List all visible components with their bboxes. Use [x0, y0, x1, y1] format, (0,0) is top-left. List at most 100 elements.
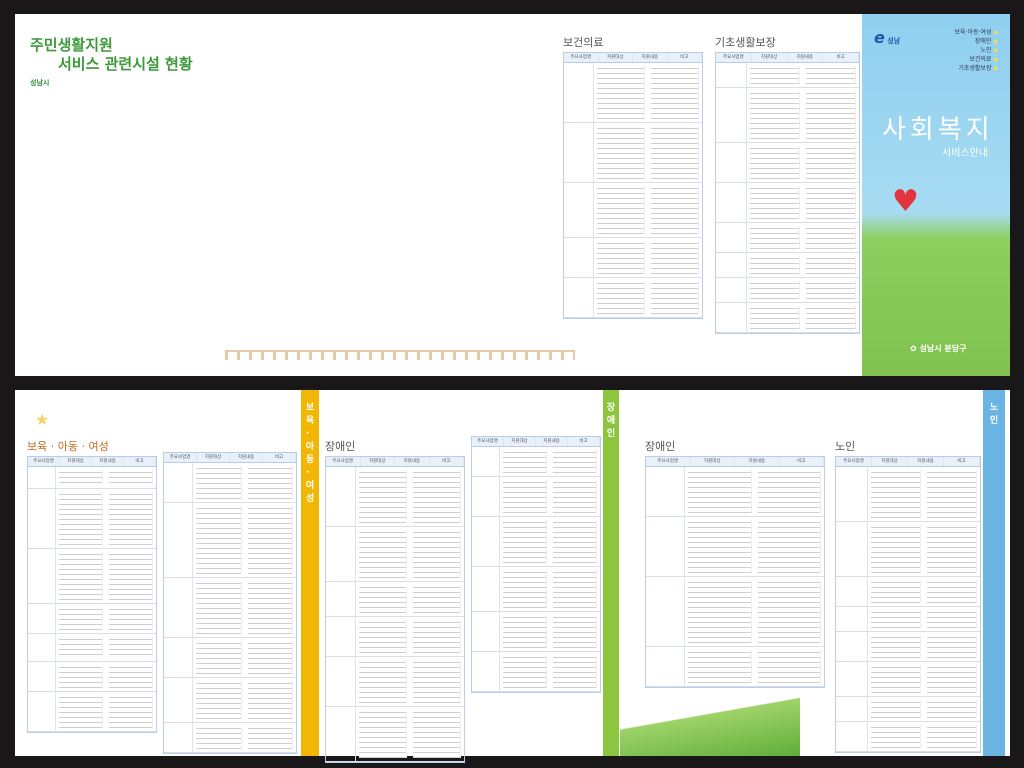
disabled-title-2: 장애인 [645, 440, 676, 453]
column-header: 주요사업명 [326, 457, 361, 466]
support-cell [553, 655, 597, 688]
column-header: 주요사업명 [472, 437, 504, 446]
eligibility-cell [688, 520, 752, 573]
support-cell [109, 470, 153, 485]
column-header: 지원내용 [536, 437, 568, 446]
eligibility-cell [359, 620, 408, 653]
program-name-cell [646, 577, 686, 646]
program-name-cell [716, 223, 748, 252]
program-name-cell [326, 527, 357, 581]
eligibility-cell [688, 650, 752, 683]
program-name-cell [164, 463, 194, 502]
column-header: 지원내용 [633, 53, 668, 62]
program-name-cell [836, 722, 868, 751]
support-cell [806, 186, 857, 219]
table-header: 주요사업명 지원대상 지원내용 비고 [716, 53, 859, 63]
section-heading: 성남시 [30, 79, 50, 87]
support-cell [806, 256, 857, 274]
column-1: 주민생활지원 서비스 관련시설 현황 성남시 [30, 36, 215, 89]
cover-menu: 보육·아동·여성 장애인 노인 보건의료 기초생활보장 [955, 28, 998, 73]
disabled-section: 장애인 주요사업명 지원대상 지원내용 비고 [325, 436, 465, 763]
benefit-table: 주요사업명 지원대상 지원내용 비고 [471, 436, 601, 693]
table-row [564, 238, 702, 278]
eligibility-cell [750, 66, 801, 84]
support-cell [806, 306, 857, 329]
star-icon: ★ [35, 410, 50, 429]
program-name-cell [716, 253, 748, 277]
program-name-cell [326, 617, 357, 656]
program-name-cell [716, 183, 748, 222]
support-cell [926, 635, 978, 658]
benefit-table: 주요사업명 지원대상 지원내용 비고 [563, 52, 703, 319]
table-row [326, 582, 464, 617]
eligibility-cell [196, 466, 242, 499]
column-header: 비고 [823, 53, 859, 62]
eligibility-cell [59, 492, 104, 545]
eligibility-cell [870, 700, 921, 718]
column-header: 지원내용 [92, 457, 124, 466]
support-cell [247, 726, 293, 749]
program-name-cell [564, 123, 595, 182]
page-title-line1: 주민생활지원 [30, 36, 113, 54]
table-row [646, 467, 824, 517]
support-cell [553, 570, 597, 608]
program-name-cell [472, 517, 501, 566]
eligibility-cell [870, 635, 921, 658]
eligibility-cell [870, 610, 921, 628]
eligibility-cell [196, 726, 242, 749]
eligibility-cell [59, 695, 104, 728]
table-row [472, 447, 600, 477]
table-row [564, 63, 702, 123]
table-row [716, 223, 859, 253]
table-header: 주요사업명 지원대상 지원내용 비고 [564, 53, 702, 63]
eligibility-cell [597, 281, 646, 314]
benefit-table: 주요사업명 지원대상 지원내용 비고 [27, 456, 157, 733]
eligibility-cell [688, 470, 752, 513]
support-cell [553, 520, 597, 563]
child-section: 보육 · 아동 · 여성 주요사업명 지원대상 지원내용 비고 [27, 436, 157, 733]
table-row [472, 652, 600, 692]
program-name-cell [472, 447, 501, 476]
column-header: 주요사업명 [646, 457, 691, 466]
table-row [836, 522, 980, 577]
table-row [836, 722, 980, 752]
program-name-cell [472, 477, 501, 516]
eligibility-cell [750, 186, 801, 219]
table-row [716, 143, 859, 183]
program-name-cell [472, 612, 501, 651]
column-header: 지원내용 [735, 457, 780, 466]
program-name-cell [564, 278, 595, 317]
program-name-cell [836, 632, 868, 661]
support-cell [413, 585, 462, 613]
support-cell [926, 610, 978, 628]
table-row [716, 253, 859, 278]
column-header: 주요사업명 [28, 457, 60, 466]
eligibility-cell [750, 256, 801, 274]
column-header: 주요사업명 [164, 453, 197, 462]
column-header: 비고 [780, 457, 824, 466]
program-name-cell [164, 578, 194, 637]
table-header: 주요사업명 지원대상 지원내용 비고 [28, 457, 156, 467]
fence-decoration [225, 350, 575, 360]
column-header: 지원대상 [599, 53, 633, 62]
program-name-cell [164, 723, 194, 752]
eligibility-cell [359, 710, 408, 758]
table-row [164, 638, 296, 678]
support-cell [757, 470, 821, 513]
eligibility-cell [750, 91, 801, 139]
support-cell [553, 615, 597, 648]
eligibility-cell [59, 665, 104, 688]
column-header: 지원대상 [691, 457, 735, 466]
eligibility-cell [870, 725, 921, 748]
column-header: 지원대상 [752, 53, 788, 62]
support-cell [413, 660, 462, 703]
tab-child[interactable]: 보 육 · 아 동 · 여 성 [301, 390, 319, 756]
program-name-cell [564, 238, 595, 277]
table-row [326, 657, 464, 707]
table-row [28, 692, 156, 732]
table-header: 주요사업명 지원대상 지원내용 비고 [646, 457, 824, 467]
support-cell [757, 580, 821, 643]
support-cell [651, 186, 700, 234]
